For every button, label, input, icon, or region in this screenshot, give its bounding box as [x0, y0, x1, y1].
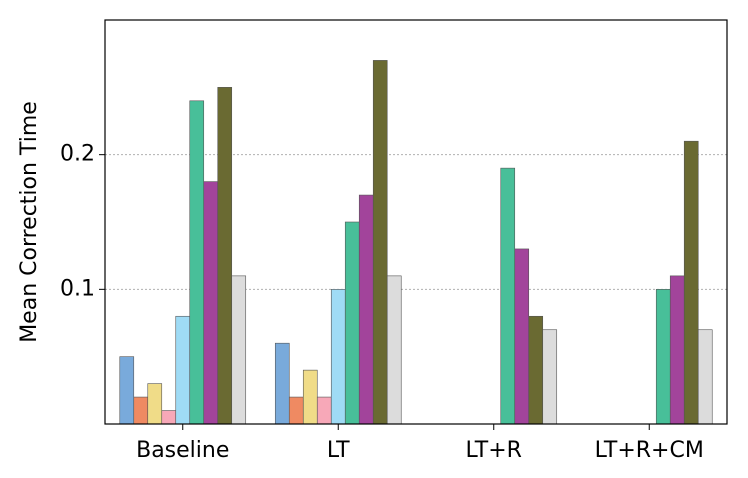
bar [302, 369, 318, 425]
bar [697, 329, 713, 425]
bar [119, 356, 135, 425]
bar [133, 396, 149, 425]
bar [203, 181, 219, 425]
bar [683, 140, 699, 425]
bar [147, 383, 163, 425]
bar [386, 275, 402, 425]
bar [655, 289, 671, 425]
bar [500, 167, 516, 425]
bar [274, 342, 290, 425]
bar [288, 396, 304, 425]
x-tick-label: LT [327, 438, 350, 463]
y-tick-label: 0.2 [60, 142, 95, 167]
x-tick-label: LT+R [466, 438, 522, 463]
bar [175, 315, 191, 425]
x-tick-label: LT+R+CM [595, 438, 704, 463]
bar [542, 329, 558, 425]
bar [161, 410, 177, 425]
bar [189, 100, 205, 425]
y-axis-label: Mean Correction Time [17, 101, 42, 343]
bar [330, 289, 346, 425]
x-tick-label: Baseline [136, 438, 229, 463]
bar [358, 194, 374, 425]
bar [231, 275, 247, 425]
bar [217, 87, 233, 425]
bar [316, 396, 332, 425]
bar [669, 275, 685, 425]
bar [528, 315, 544, 425]
plot-frame [104, 19, 728, 425]
y-tick-label: 0.1 [60, 276, 95, 301]
bar [344, 221, 360, 425]
bar [514, 248, 530, 425]
bar [372, 60, 388, 425]
